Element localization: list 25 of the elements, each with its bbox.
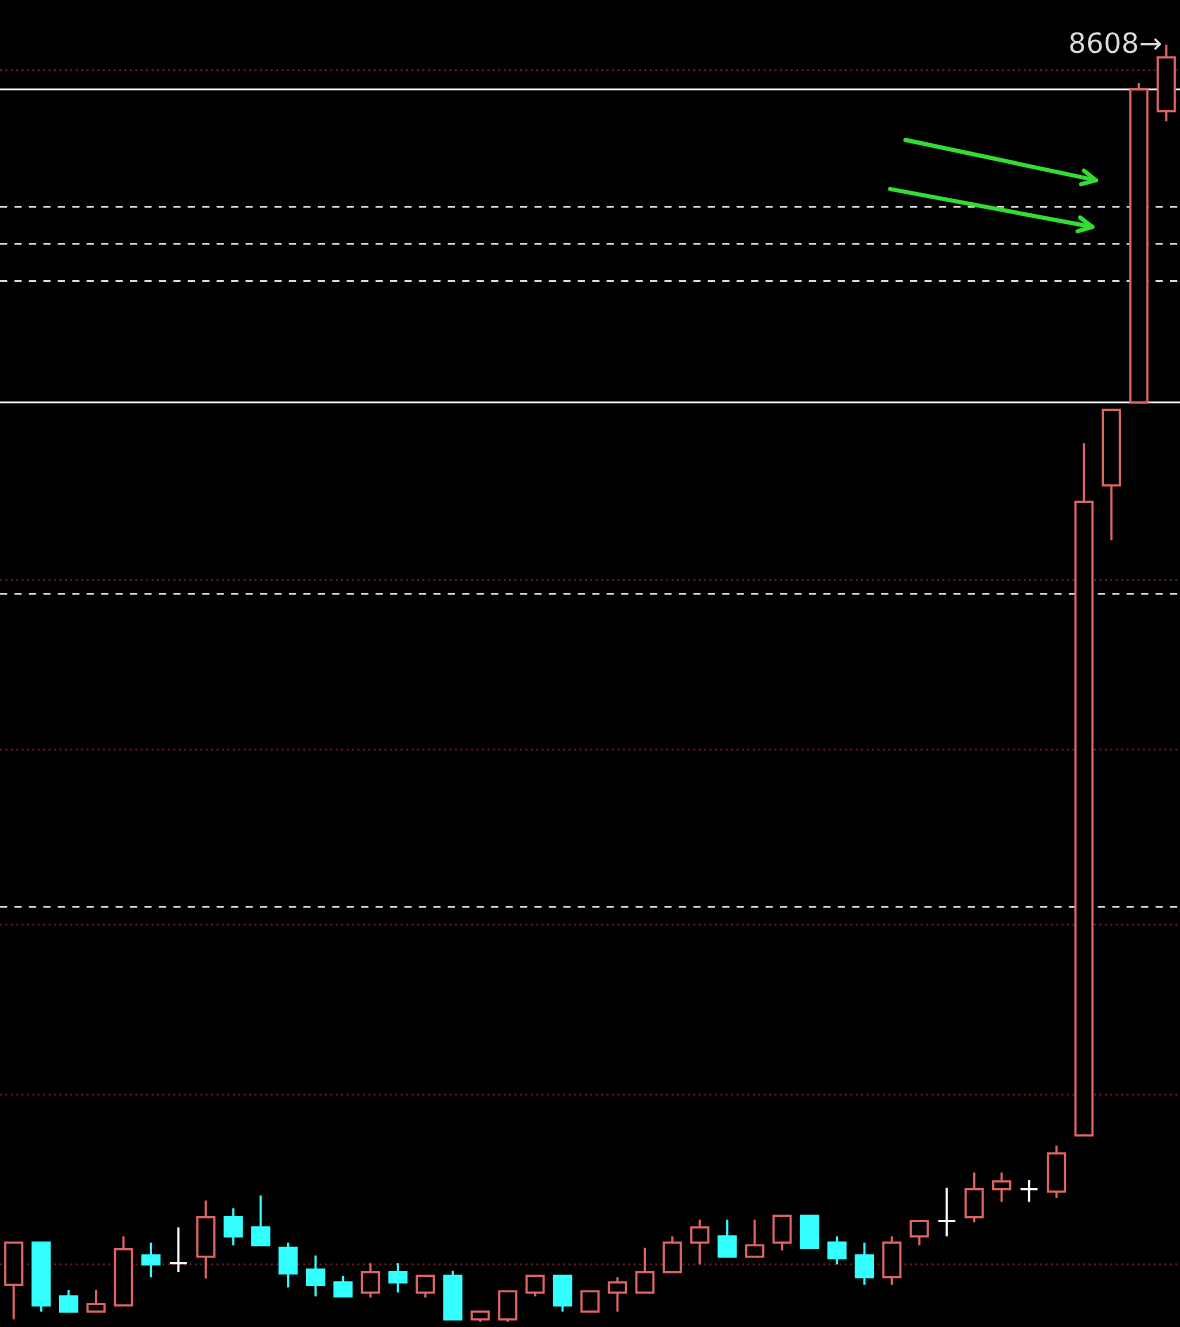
candlestick: [86, 1288, 106, 1313]
candlestick: [415, 1274, 435, 1299]
candlestick: [333, 1274, 353, 1298]
candlestick: [992, 1171, 1012, 1203]
candlestick: [1019, 1179, 1039, 1203]
candlestick: [909, 1219, 929, 1247]
candlestick: [58, 1288, 79, 1313]
candlestick: [635, 1246, 655, 1294]
candlestick: [251, 1194, 271, 1247]
candlestick: [854, 1241, 875, 1286]
annotation: 8608→: [1070, 32, 1161, 54]
candlestick: [937, 1186, 957, 1238]
candlestick: [827, 1235, 847, 1266]
candlestick: [690, 1218, 710, 1266]
candlestick: [141, 1241, 161, 1279]
candlestick: [388, 1262, 408, 1294]
candlestick: [168, 1226, 188, 1274]
candlestick: [223, 1207, 243, 1247]
candlestick: [360, 1262, 381, 1299]
candlestick: [580, 1290, 600, 1313]
candlestick: [607, 1276, 628, 1313]
candlestick: [745, 1218, 765, 1258]
candlestick: [305, 1254, 326, 1298]
candlestick: [717, 1218, 737, 1258]
candlestick: [525, 1274, 545, 1298]
